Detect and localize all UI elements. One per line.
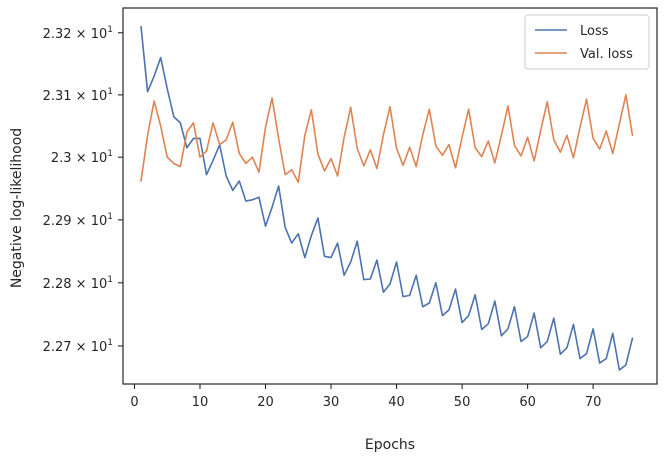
series-line-val-loss	[140, 94, 634, 184]
y-tick-label: 2.29 × 101	[43, 212, 113, 229]
y-tick-label: 2.32 × 101	[43, 25, 113, 42]
legend-label-val-loss: Val. loss	[580, 47, 633, 62]
plot-frame	[122, 7, 658, 385]
x-axis-label: Epochs	[365, 437, 415, 453]
y-tick-label: 2.28 × 101	[43, 275, 113, 292]
x-tick-label: 70	[585, 395, 602, 410]
x-tick-label: 50	[454, 395, 471, 410]
x-tick-label: 20	[257, 395, 274, 410]
x-tick-label: 40	[388, 395, 405, 410]
y-tick-label: 2.27 × 101	[43, 338, 113, 355]
y-tick-label: 2.31 × 101	[43, 87, 113, 104]
series-layer	[140, 25, 634, 371]
plot-area	[122, 7, 658, 385]
series-line-loss	[140, 25, 634, 371]
legend: Loss Val. loss	[524, 14, 650, 70]
legend-box	[524, 14, 650, 70]
y-axis-label: Negative log-likelihood	[9, 128, 25, 288]
x-tick-label: 10	[192, 395, 209, 410]
x-tick-label: 0	[130, 395, 138, 410]
x-tick-label: 30	[323, 395, 340, 410]
legend-label-loss: Loss	[580, 24, 609, 39]
y-tick-label: 2.3 × 101	[51, 149, 113, 166]
plot-background	[123, 8, 657, 384]
x-tick-label: 60	[519, 395, 536, 410]
x-axis: 0 10 20 30 40 50 60 70	[130, 384, 601, 410]
y-axis: 2.27 × 101 2.28 × 101 2.29 × 101 2.3 × 101 2…	[43, 25, 123, 355]
